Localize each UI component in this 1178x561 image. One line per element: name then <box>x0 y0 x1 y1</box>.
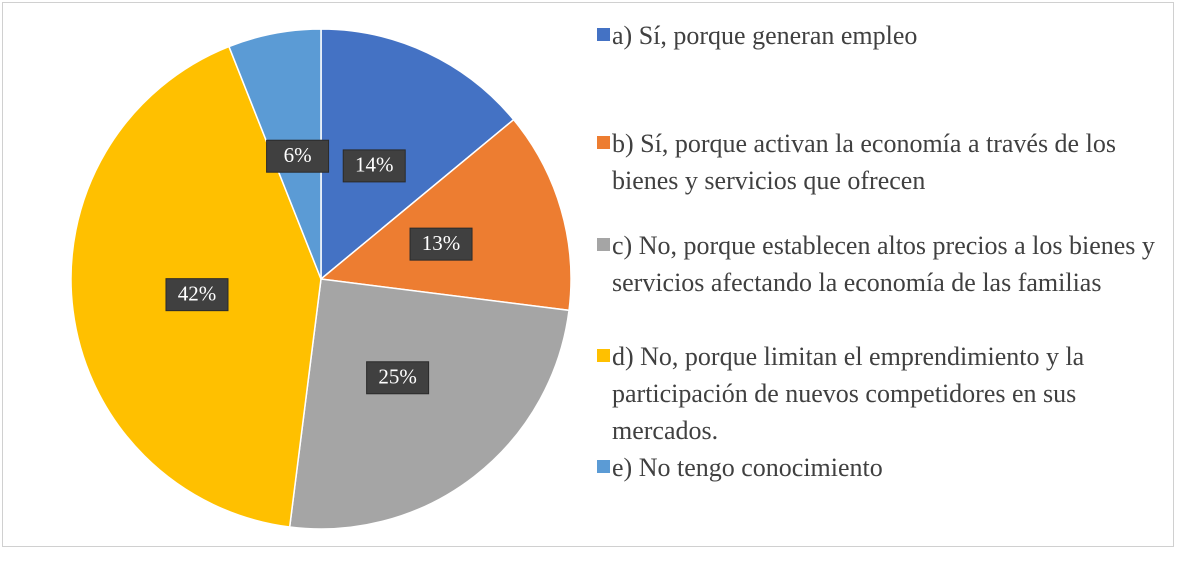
data-label-text: 13% <box>422 231 461 255</box>
data-label-box <box>266 139 330 173</box>
legend-label: e) No tengo conocimiento <box>612 453 883 482</box>
data-label: 13% <box>409 227 473 261</box>
data-label-text: 25% <box>378 365 417 389</box>
legend-label: d) No, porque limitan el emprendimiento … <box>612 342 1085 445</box>
data-label: 6% <box>266 139 330 173</box>
data-label-text: 42% <box>178 281 217 305</box>
data-label-box <box>409 227 473 261</box>
pie-area: 14% 13% 25% 42% 6% <box>70 28 572 530</box>
data-label: 42% <box>165 278 229 312</box>
data-label: 25% <box>366 361 430 395</box>
legend-marker <box>597 349 610 362</box>
data-label-text: 6% <box>284 143 312 167</box>
pie-slice <box>319 118 572 312</box>
data-label: 14% <box>342 149 406 183</box>
legend-marker <box>597 28 610 41</box>
legend-label: a) Sí, porque generan empleo <box>612 21 918 50</box>
legend-label: c) No, porque establecen altos precios a… <box>612 231 1155 297</box>
legend-marker <box>597 460 610 473</box>
data-label-text: 14% <box>355 153 394 177</box>
chart-frame <box>2 2 1174 547</box>
legend-label: b) Sí, porque activan la economía a trav… <box>612 129 1116 195</box>
data-label-box <box>342 149 406 183</box>
data-label-box <box>366 361 430 395</box>
pie-slice <box>288 278 570 530</box>
data-label-box <box>165 278 229 312</box>
legend-marker <box>597 238 610 251</box>
pie-slice <box>320 28 515 281</box>
legend-marker <box>597 136 610 149</box>
